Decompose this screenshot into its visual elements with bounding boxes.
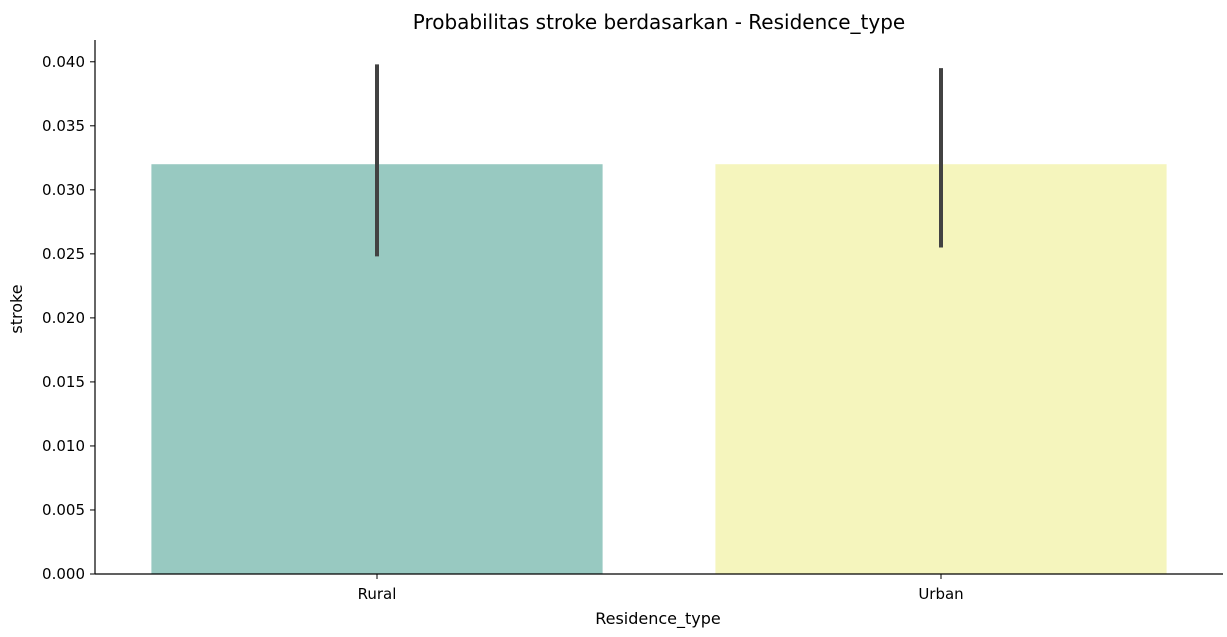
y-tick-label: 0.035 — [42, 117, 85, 135]
y-ticks-layer: 0.000 0.005 0.010 0.015 0.020 0.025 0.030 0.035… — [42, 53, 95, 583]
x-tick-label: Urban — [918, 585, 963, 603]
x-tick-label: Rural — [358, 585, 397, 603]
y-axis-label: stroke — [7, 284, 26, 333]
y-tick-label: 0.005 — [42, 501, 85, 519]
y-tick-label: 0.040 — [42, 53, 85, 71]
x-axis-label: Residence_type — [595, 609, 721, 629]
error-bars-layer — [375, 64, 943, 257]
y-tick-label: 0.025 — [42, 245, 85, 263]
bars-layer — [151, 164, 1167, 574]
y-tick-label: 0.000 — [42, 565, 85, 583]
chart-title: Probabilitas stroke berdasarkan - Reside… — [413, 10, 905, 34]
y-tick-label: 0.010 — [42, 437, 85, 455]
y-tick-label: 0.015 — [42, 373, 85, 391]
y-tick-label: 0.030 — [42, 181, 85, 199]
x-ticks-layer: Rural Urban — [358, 574, 964, 603]
y-tick-label: 0.020 — [42, 309, 85, 327]
